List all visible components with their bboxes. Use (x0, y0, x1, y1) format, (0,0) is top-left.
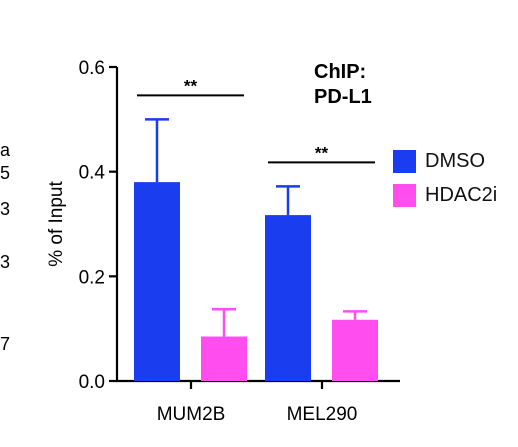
cropped-text-fragment: 3 (0, 252, 11, 272)
x-tick-label: MEL290 (287, 404, 358, 425)
legend-label-dmso: DMSO (425, 149, 485, 172)
legend-swatch-dmso (393, 149, 416, 173)
error-bars (145, 118, 367, 337)
bar-hdac2i-mel290 (332, 319, 378, 381)
axis-labels: 0.0 0.2 0.4 0.6 % of Input MUM2B MEL290 (46, 58, 357, 425)
legend-label-hdac2i: HDAC2i (425, 183, 498, 206)
legend-swatch-hdac2i (393, 183, 416, 207)
bar-hdac2i-mum2b (201, 336, 247, 381)
y-axis-title: % of Input (46, 181, 67, 267)
annotation-line-1: ChIP: (314, 61, 367, 83)
bar-dmso-mum2b (134, 182, 180, 381)
cropped-text-fragment: 3 (0, 199, 11, 219)
y-tick-label: 0.6 (79, 58, 105, 79)
chip-annotation: ChIP: PD-L1 (314, 60, 372, 110)
legend-item-dmso: DMSO (393, 144, 497, 178)
y-tick-label: 0.4 (79, 163, 106, 184)
legend: DMSO HDAC2i (393, 144, 497, 212)
x-tick-label: MUM2B (157, 404, 226, 425)
significance-label: ** (315, 143, 329, 162)
annotation-line-2: PD-L1 (314, 86, 372, 108)
bars (134, 182, 378, 381)
legend-item-hdac2i: HDAC2i (393, 178, 497, 212)
y-tick-label: 0.2 (79, 267, 105, 288)
bar-dmso-mel290 (265, 215, 311, 381)
cropped-text-fragment: a (0, 140, 11, 160)
significance-markers: ** ** (137, 76, 375, 164)
cropped-text-fragment: 5 (0, 163, 11, 183)
cropped-text-fragment: 7 (0, 334, 11, 354)
significance-label: ** (184, 76, 198, 95)
y-tick-label: 0.0 (79, 372, 105, 393)
